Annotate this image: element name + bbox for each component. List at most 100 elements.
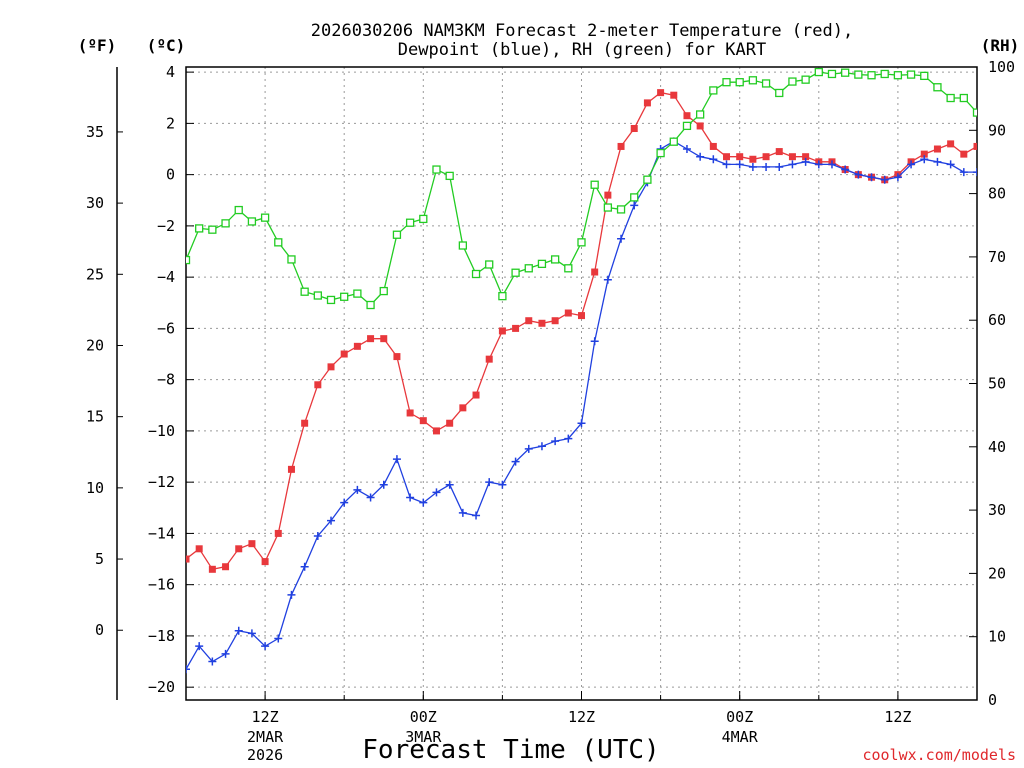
fahrenheit-unit-label: (ºF) xyxy=(78,36,117,55)
temperature-point xyxy=(736,153,744,161)
dewpoint-point xyxy=(933,157,942,166)
dewpoint-point xyxy=(366,493,375,502)
fahrenheit-tick-label: 5 xyxy=(95,550,104,568)
dewpoint-point xyxy=(788,160,797,169)
dewpoint-point xyxy=(920,155,929,164)
temperature-point xyxy=(920,150,928,158)
temperature-point xyxy=(723,153,731,161)
dewpoint-point xyxy=(841,165,850,174)
rh-point xyxy=(208,225,217,234)
rh-point xyxy=(775,88,784,98)
dewpoint-point xyxy=(682,145,691,154)
rh-point xyxy=(287,255,296,264)
celsius-unit-label: (ºC) xyxy=(147,36,186,55)
axes: −20−18−16−14−12−10−8−6−4−202405101520253… xyxy=(86,58,1015,764)
rh-tick-label: 80 xyxy=(988,185,1006,203)
x-date-label: 3MAR xyxy=(405,728,442,746)
temperature-point xyxy=(459,404,467,412)
dewpoint-point xyxy=(221,649,230,658)
temperature-point xyxy=(327,363,335,371)
x-date-label: 2026 xyxy=(247,746,283,764)
dewpoint-point xyxy=(537,442,546,451)
dewpoint-point xyxy=(498,480,507,489)
dewpoint-point xyxy=(907,160,916,169)
dewpoint-point xyxy=(973,168,977,177)
temperature-point xyxy=(485,355,493,363)
rh-point xyxy=(854,70,863,79)
rh-point xyxy=(379,286,388,296)
temperature-point xyxy=(432,427,440,435)
temperature-point xyxy=(419,417,427,425)
credit-text: coolwx.com/models xyxy=(862,746,1016,764)
rh-point xyxy=(195,224,204,233)
rh-point xyxy=(801,75,810,84)
dewpoint-point xyxy=(748,162,757,171)
rh-point xyxy=(247,217,257,226)
rh-point xyxy=(761,79,771,88)
fahrenheit-tick-label: 30 xyxy=(86,194,104,212)
rh-point xyxy=(709,86,718,95)
temperature-point xyxy=(287,465,295,473)
dewpoint-point xyxy=(261,642,270,651)
dewpoint-point xyxy=(524,444,533,453)
dewpoint-point xyxy=(590,337,599,346)
celsius-tick-label: −8 xyxy=(157,371,175,389)
celsius-tick-label: −18 xyxy=(148,627,175,645)
dewpoint-point xyxy=(327,516,336,525)
dewpoint-point xyxy=(485,478,494,487)
dewpoint-point xyxy=(814,160,823,169)
dewpoint-point xyxy=(577,419,586,428)
temperature-point xyxy=(301,419,309,427)
rh-point xyxy=(972,108,977,117)
celsius-tick-label: −12 xyxy=(148,473,175,491)
rh-point xyxy=(498,291,507,301)
temperature-point xyxy=(393,353,401,361)
temperature-point xyxy=(775,148,783,156)
rh-point xyxy=(933,83,942,92)
rh-point xyxy=(326,295,336,305)
dewpoint-point xyxy=(419,498,428,507)
dewpoint-point xyxy=(472,511,481,520)
series-layer xyxy=(186,67,977,674)
rh-tick-label: 10 xyxy=(988,628,1006,646)
temperature-point xyxy=(670,91,678,99)
fahrenheit-tick-label: 25 xyxy=(86,265,104,283)
temperature-point xyxy=(604,191,612,199)
temperature-point xyxy=(551,317,559,325)
celsius-tick-label: −6 xyxy=(157,319,175,337)
temperature-point xyxy=(762,153,770,161)
dewpoint-point xyxy=(208,657,217,666)
rh-point xyxy=(458,241,468,250)
rh-tick-label: 40 xyxy=(988,438,1006,456)
chart-title-line-2: Dewpoint (blue), RH (green) for KART xyxy=(398,40,766,60)
dewpoint-point xyxy=(353,485,362,494)
dewpoint-point xyxy=(406,493,415,502)
chart-title: 2026030206 NAM3KM Forecast 2-meter Tempe… xyxy=(311,21,853,60)
dewpoint-point xyxy=(617,234,626,243)
temperature-point xyxy=(248,540,256,548)
temperature-point xyxy=(538,319,546,327)
fahrenheit-tick-label: 10 xyxy=(86,479,104,497)
temperature-point xyxy=(472,391,480,399)
dewpoint-point xyxy=(432,488,441,497)
dewpoint-point xyxy=(775,162,784,171)
rh-point xyxy=(906,70,916,79)
celsius-tick-label: −4 xyxy=(157,268,175,286)
temperature-point xyxy=(578,312,585,320)
temperature-point xyxy=(683,112,691,120)
temperature-point xyxy=(261,558,269,566)
rh-point xyxy=(471,269,481,279)
rh-point xyxy=(550,255,560,264)
rh-point xyxy=(340,292,349,301)
rh-tick-label: 0 xyxy=(988,691,997,709)
fahrenheit-tick-label: 35 xyxy=(86,123,104,141)
rh-point xyxy=(392,230,402,239)
temperature-point xyxy=(340,350,348,358)
rh-point xyxy=(959,93,968,103)
rh-point xyxy=(590,180,599,189)
celsius-tick-label: −20 xyxy=(148,678,175,696)
dewpoint-point xyxy=(762,162,771,171)
dewpoint-point xyxy=(854,170,863,179)
rh-point xyxy=(748,76,758,85)
rh-point xyxy=(353,289,362,298)
